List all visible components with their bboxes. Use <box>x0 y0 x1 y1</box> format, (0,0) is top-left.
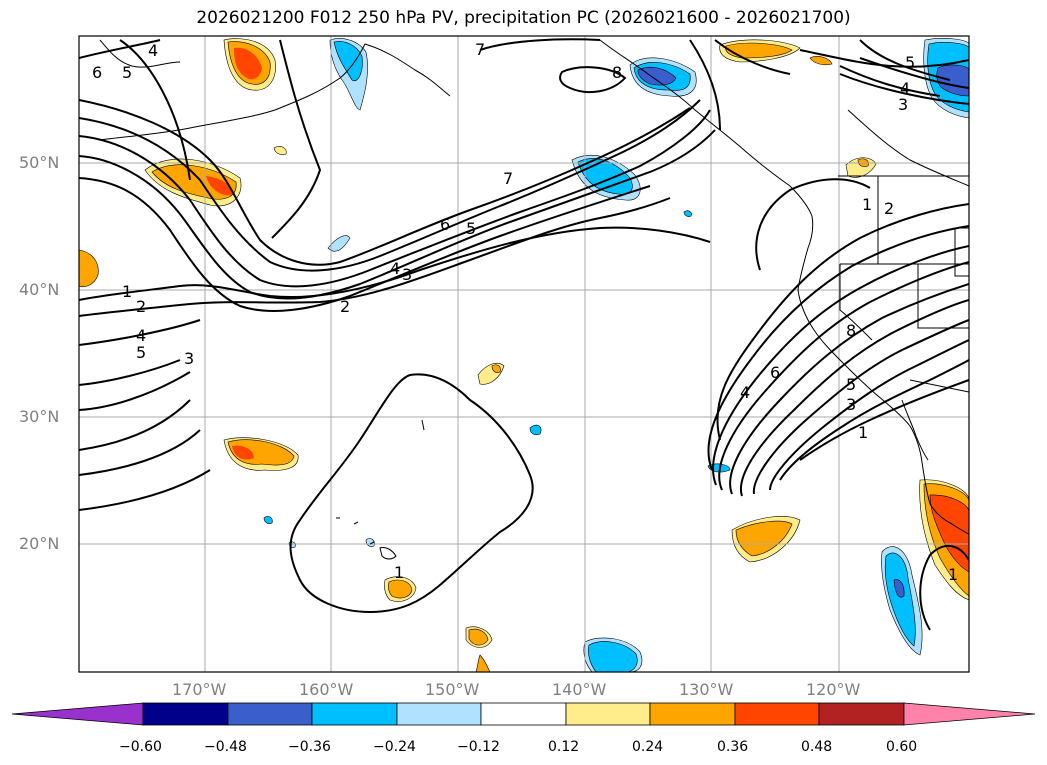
lon-label: 150°W <box>425 680 480 699</box>
lon-label: 160°W <box>299 680 354 699</box>
contour-label: 2 <box>340 297 350 316</box>
contour-label: 2 <box>136 297 146 316</box>
contour-label: 5 <box>846 375 856 394</box>
colorbar-tick: 0.60 <box>886 739 918 755</box>
contour-label: 7 <box>503 169 513 188</box>
contour-label: 4 <box>390 259 400 278</box>
colorbar-cell <box>480 702 567 726</box>
colorbar-extend-high <box>903 702 1036 726</box>
contour-label: 4 <box>740 383 750 402</box>
lon-label: 130°W <box>679 680 734 699</box>
coastlines <box>99 39 969 560</box>
contour-label: 6 <box>440 215 450 234</box>
colorbar-cell <box>311 702 398 726</box>
contour-label: 8 <box>612 63 622 82</box>
contour-label: 3 <box>402 265 412 284</box>
colorbar <box>11 702 1036 726</box>
contour-label: 5 <box>905 53 915 72</box>
contour-label: 4 <box>148 41 158 60</box>
contour-label: 1 <box>948 565 958 584</box>
contour-label: 5 <box>466 219 476 238</box>
contour-label: 7 <box>475 40 485 59</box>
contour-label: 5 <box>122 63 132 82</box>
lon-label: 170°W <box>172 680 227 699</box>
lon-label: 140°W <box>552 680 607 699</box>
colorbar-cell <box>565 702 651 726</box>
colorbar-extend-low <box>11 702 144 726</box>
contour-label: 3 <box>184 349 194 368</box>
contour-label: 1 <box>394 563 404 582</box>
colorbar-tick: 0.24 <box>632 739 664 755</box>
contour-label: 1 <box>862 195 872 214</box>
lat-label: 30°N <box>19 407 60 426</box>
contour-label: 1 <box>858 423 868 442</box>
colorbar-tick: −0.36 <box>288 739 331 755</box>
colorbar-cell <box>142 702 229 726</box>
colorbar-cell <box>649 702 736 726</box>
colorbar-tick: 0.12 <box>548 739 580 755</box>
contour-label: 4 <box>136 326 146 345</box>
colorbar-tick: −0.60 <box>119 739 162 755</box>
lon-label: 120°W <box>806 680 861 699</box>
colorbar-cell <box>396 702 482 726</box>
colorbar-cell <box>818 702 905 726</box>
contour-label: 6 <box>770 363 780 382</box>
colorbar-cell <box>734 702 820 726</box>
graticule <box>79 36 969 672</box>
colorbar-tick: 0.48 <box>801 739 833 755</box>
pv-contours <box>79 38 969 631</box>
colorbar-tick: −0.12 <box>457 739 500 755</box>
contour-label: 8 <box>846 321 856 340</box>
lat-label: 50°N <box>19 153 60 172</box>
colorbar-tick: −0.48 <box>204 739 247 755</box>
contour-label: 5 <box>136 343 146 362</box>
colorbar-tick: 0.36 <box>717 739 749 755</box>
contour-label: 6 <box>92 63 102 82</box>
lat-label: 20°N <box>19 534 60 553</box>
contour-label: 3 <box>846 395 856 414</box>
colorbar-cell <box>227 702 313 726</box>
contour-label: 1 <box>122 282 132 301</box>
map-title: 2026021200 F012 250 hPa PV, precipitatio… <box>196 8 851 28</box>
map-frame <box>78 35 970 673</box>
colorbar-tick: −0.24 <box>373 739 416 755</box>
contour-label: 4 <box>900 79 910 98</box>
contour-labels: 1 2 4 5 3 2 3 4 6 5 7 7 8 6 5 4 5 4 3 1 … <box>92 40 958 584</box>
lat-label: 40°N <box>19 280 60 299</box>
contour-label: 3 <box>898 95 908 114</box>
contour-label: 2 <box>884 199 894 218</box>
